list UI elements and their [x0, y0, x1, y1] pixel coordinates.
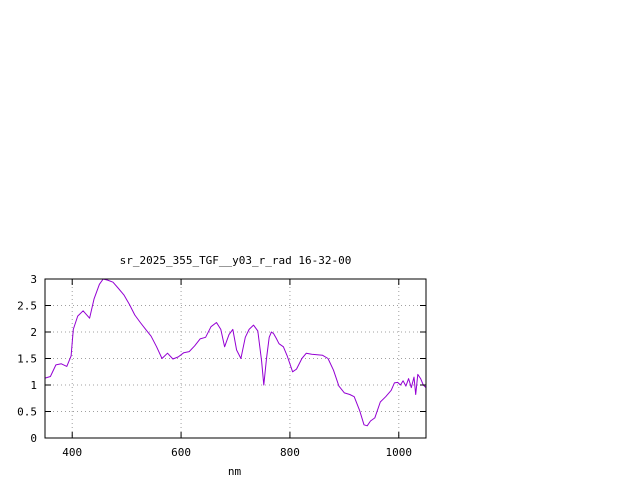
- x-tick-label: 400: [62, 446, 82, 459]
- x-axis-title: nm: [228, 465, 242, 478]
- y-tick-label: 2.5: [17, 300, 37, 313]
- series-layer: [44, 278, 427, 427]
- y-tick-label: 3: [30, 273, 37, 286]
- plot-frame: [44, 278, 427, 439]
- x-tick-label: 600: [171, 446, 191, 459]
- chart-title: sr_2025_355_TGF__y03_r_rad 16-32-00: [120, 254, 352, 267]
- y-tick-label: 1: [30, 379, 37, 392]
- x-tick-label: 1000: [386, 446, 413, 459]
- grid-layer: [45, 279, 426, 438]
- series-line: [44, 278, 427, 427]
- y-tick-label: 0.5: [17, 406, 37, 419]
- y-tick-label: 1.5: [17, 353, 37, 366]
- y-tick-label: 0: [30, 432, 37, 445]
- y-tick-label: 2: [30, 326, 37, 339]
- x-tick-label: 800: [280, 446, 300, 459]
- tick-layer: 400 600 800 1000 0 0.5 1 1.5 2 2.5 3: [17, 273, 426, 459]
